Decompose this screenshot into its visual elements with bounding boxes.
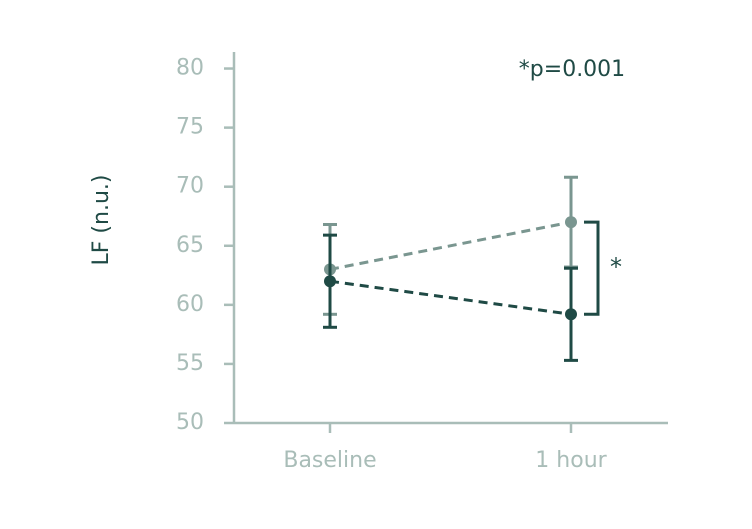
y-tick-label: 60	[176, 292, 204, 317]
series-line	[329, 220, 572, 271]
significance-bracket	[584, 220, 600, 316]
annotation: *p=0.001	[519, 57, 625, 82]
point	[324, 275, 336, 288]
point	[565, 216, 577, 229]
y-tick-label: 80	[176, 56, 204, 81]
x-tick-label: 1 hour	[535, 448, 607, 473]
point	[565, 308, 577, 321]
series-line	[329, 279, 572, 316]
x-tick-label: Baseline	[283, 448, 376, 473]
y-tick-label: 55	[176, 351, 204, 376]
y-tick-label: 65	[176, 233, 204, 258]
y-tick-label: 70	[176, 174, 204, 199]
y-axis-label: LF (n.u.)	[89, 175, 114, 266]
y-tick-label: 75	[176, 115, 204, 140]
significance-marker: *	[610, 253, 622, 281]
y-tick-label: 50	[176, 410, 204, 435]
